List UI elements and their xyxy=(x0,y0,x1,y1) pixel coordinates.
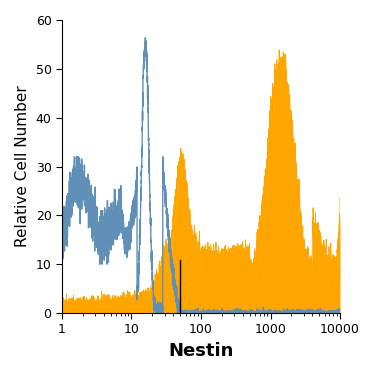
X-axis label: Nestin: Nestin xyxy=(168,342,234,360)
Y-axis label: Relative Cell Number: Relative Cell Number xyxy=(15,86,30,248)
